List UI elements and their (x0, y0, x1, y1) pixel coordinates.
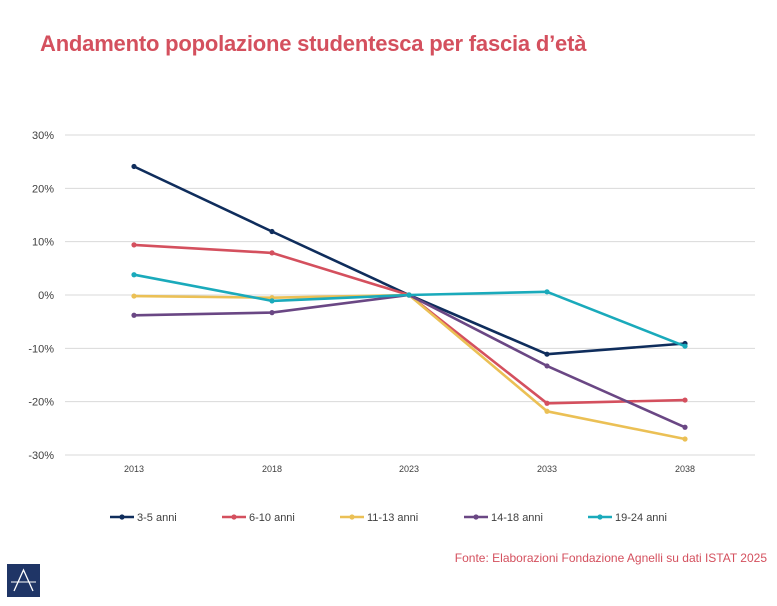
series-lines (131, 163, 688, 442)
y-tick-label: -30% (28, 450, 54, 462)
series-line (133, 293, 686, 441)
y-tick-label: -10% (28, 343, 54, 355)
legend-marker (119, 514, 125, 520)
source-note: Fonte: Elaborazioni Fondazione Agnelli s… (454, 551, 767, 565)
data-point (682, 424, 688, 430)
data-point (131, 312, 137, 318)
data-point (544, 400, 550, 406)
y-tick-label: -20% (28, 397, 54, 409)
x-tick-label: 2038 (675, 464, 695, 474)
data-point (131, 293, 137, 299)
data-point (544, 363, 550, 369)
data-point (544, 289, 550, 295)
x-axis-ticks: 2013 2018 2023 2033 2038 (124, 464, 695, 474)
chart-title: Andamento popolazione studentesca per fa… (40, 31, 587, 56)
data-point (406, 292, 412, 298)
data-point (269, 250, 275, 256)
line-chart: 30% 20% 10% 0% -10% -20% -30% 2013 2018 2023 2033… (28, 130, 755, 524)
fondazione-logo (7, 564, 40, 597)
data-point (544, 351, 550, 357)
data-point (269, 310, 275, 316)
legend-label: 14-18 anni (491, 512, 543, 524)
series-line (133, 165, 686, 356)
legend-marker (597, 514, 603, 520)
data-point (544, 408, 550, 414)
y-tick-label: 30% (32, 130, 54, 142)
data-point (131, 163, 137, 170)
y-tick-label: 0% (38, 290, 54, 302)
legend-marker (349, 514, 355, 520)
y-axis-ticks: 30% 20% 10% 0% -10% -20% -30% (28, 130, 54, 462)
legend-label: 11-13 anni (367, 512, 418, 524)
series-line (133, 243, 686, 405)
legend-marker (231, 514, 237, 520)
logo-a-icon (11, 568, 36, 592)
data-point (269, 298, 275, 304)
x-tick-label: 2023 (399, 464, 419, 474)
data-point (682, 397, 688, 403)
x-tick-label: 2033 (537, 464, 557, 474)
legend-label: 19-24 anni (615, 512, 667, 524)
legend-marker (473, 514, 479, 520)
data-point (269, 228, 275, 235)
data-point (131, 242, 137, 248)
legend: 3-5 anni 6-10 anni 11-13 anni 14-18 anni 19-… (110, 512, 667, 524)
legend-label: 3-5 anni (137, 512, 177, 524)
legend-label: 6-10 anni (249, 512, 295, 524)
y-tick-label: 20% (32, 183, 54, 195)
data-point (682, 343, 688, 349)
y-tick-label: 10% (32, 237, 54, 249)
data-point (682, 436, 688, 442)
x-tick-label: 2018 (262, 464, 282, 474)
data-point (131, 272, 137, 278)
x-tick-label: 2013 (124, 464, 144, 474)
series-line (133, 273, 686, 348)
